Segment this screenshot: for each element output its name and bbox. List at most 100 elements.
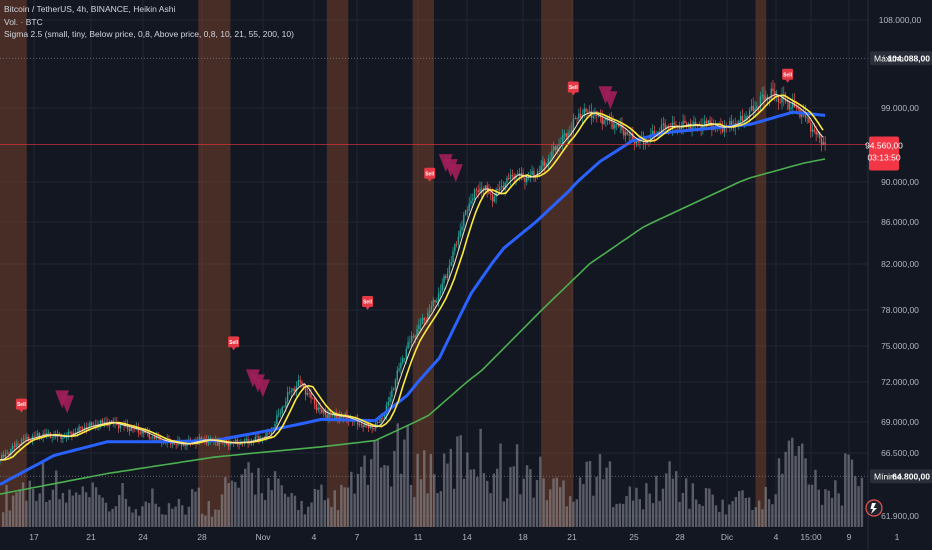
candle-body (339, 415, 341, 420)
candle-body (198, 437, 201, 442)
time-tick-label: 4 (312, 532, 317, 542)
volume-bar (204, 515, 207, 527)
sell-marker-box (15, 398, 27, 410)
candle-body (58, 433, 61, 435)
volume-bar (466, 452, 469, 527)
candle-body (653, 130, 656, 137)
volume-bar (423, 450, 426, 527)
sell-marker-box (782, 68, 794, 80)
candle-body (592, 115, 594, 118)
candle-body (777, 95, 780, 102)
candle-body (680, 128, 683, 130)
price-tick-label: 90.000,00 (881, 177, 919, 187)
volume-bar (227, 482, 230, 527)
candle-body (55, 435, 57, 437)
time-tick-label: Nov (255, 532, 271, 542)
volume-bar (704, 487, 708, 527)
candle-body (714, 125, 717, 126)
candle-body (488, 190, 490, 194)
candle-body (303, 383, 305, 388)
candle-body (783, 94, 785, 100)
time-tick-label: Dic (721, 532, 734, 542)
candle-body (721, 127, 724, 132)
legend-indicator[interactable]: Sigma 2.5 (small, tiny, Below price, 0,8… (4, 29, 294, 39)
candle-body (38, 433, 41, 438)
candle-body (182, 443, 185, 446)
volume-bar (854, 476, 857, 527)
candle-body (265, 433, 267, 439)
volume-bar (665, 473, 668, 527)
volume-bar (608, 461, 612, 527)
volume-bar (671, 478, 675, 527)
time-tick-label: 15:00 (800, 532, 822, 542)
candle-body (682, 120, 684, 129)
volume-bar (515, 444, 519, 527)
candle-body (437, 293, 440, 301)
volume-bar (830, 497, 834, 527)
candle-body (65, 437, 68, 438)
volume-bar (58, 499, 61, 527)
volume-bar (379, 467, 383, 527)
candle-body (464, 210, 467, 215)
legend-symbol[interactable]: Bitcoin / TetherUS, 4h, BINANCE, Heikin … (4, 4, 176, 14)
volume-bar (442, 453, 446, 527)
candle-body (202, 438, 204, 440)
volume-bar (549, 489, 552, 527)
volume-bar (200, 513, 204, 527)
candle-body (180, 442, 183, 446)
candle-body (321, 409, 323, 413)
ema-21-line (0, 94, 824, 461)
candle-body (811, 129, 814, 132)
legend-volume[interactable]: Vol. · BTC (4, 16, 43, 27)
volume-bar (777, 458, 781, 527)
volume-bar (482, 473, 486, 527)
candle-body (552, 146, 555, 151)
volume-bar (124, 498, 128, 527)
volume-bar (542, 478, 545, 527)
candle-body (414, 335, 416, 338)
volume-bar (280, 485, 283, 527)
candle-body (599, 115, 602, 118)
volume-bar (61, 493, 65, 527)
candle-body (394, 379, 397, 389)
candle-body (747, 115, 749, 117)
candle-body (89, 422, 91, 428)
candle-body (587, 111, 589, 113)
candle-body (24, 438, 26, 440)
volume-bar (582, 484, 585, 527)
candle-body (709, 120, 711, 124)
candle-body (686, 123, 688, 125)
volume-bar (635, 487, 638, 527)
volume-bar (121, 482, 124, 527)
price-tick-label: 78.000,00 (881, 305, 919, 315)
volume-bar (366, 484, 370, 527)
volume-bar (794, 455, 797, 527)
candle-body (326, 414, 328, 418)
candle-body (37, 433, 39, 436)
volume-bar (495, 468, 499, 527)
volume-bar (555, 477, 559, 527)
candle-body (366, 422, 368, 424)
candle-body (130, 427, 132, 432)
candle-body (576, 118, 578, 119)
volume-bar (257, 467, 260, 527)
candle-body (517, 173, 519, 175)
candle-body (545, 163, 548, 166)
candle-body (243, 440, 246, 443)
volume-bar (234, 482, 237, 527)
candle-body (186, 444, 188, 446)
volume-bar (552, 478, 555, 527)
current-tag-text: 03:13:50 (867, 153, 900, 163)
candle-body (472, 198, 474, 201)
volume-bar (240, 474, 244, 527)
volume-bar (190, 489, 194, 527)
candle-body (412, 335, 415, 337)
candle-body (28, 436, 30, 440)
volume-bar (35, 500, 38, 527)
candle-body (801, 114, 803, 117)
candle-body (295, 386, 298, 392)
volume-bar (307, 506, 310, 527)
candle-body (788, 101, 790, 110)
